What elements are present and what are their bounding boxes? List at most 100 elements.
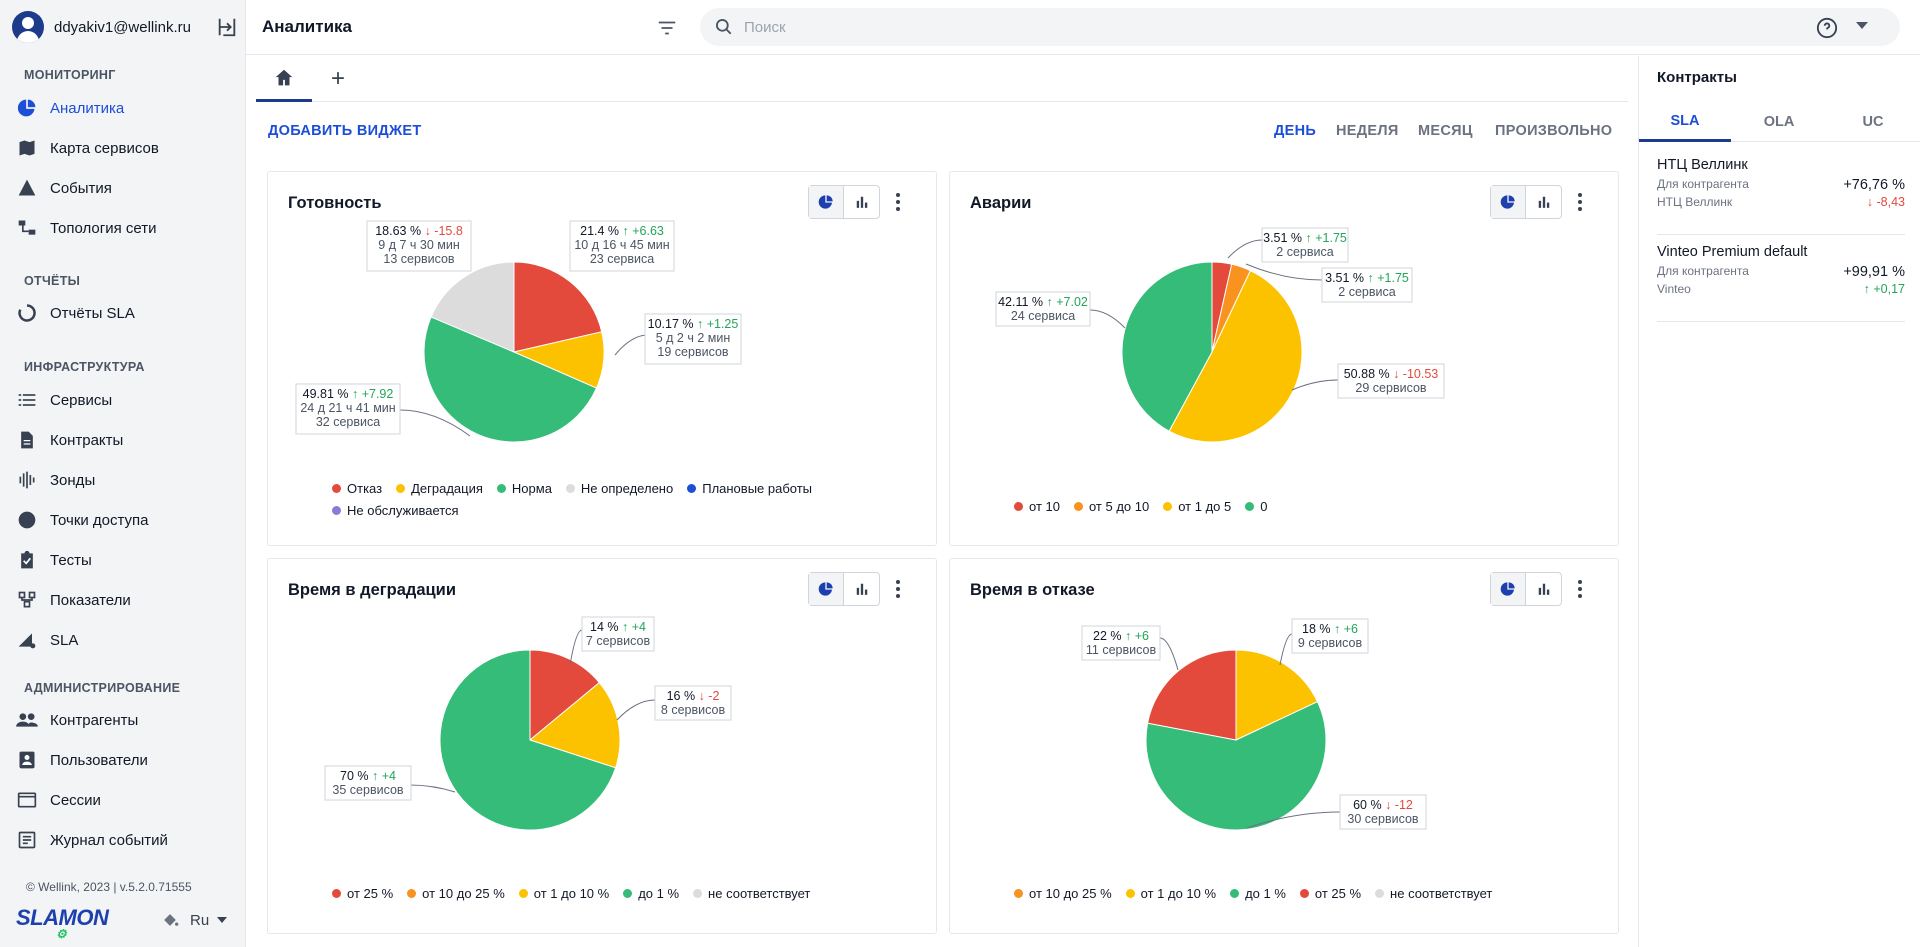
contract-name: Vinteo Premium default: [1657, 244, 1808, 260]
pie-slice[interactable]: [439, 649, 617, 831]
tab-home[interactable]: [256, 56, 312, 102]
sidebar-item[interactable]: Сессии: [16, 786, 238, 814]
period-option[interactable]: ДЕНЬ: [1274, 123, 1317, 139]
search-input[interactable]: [744, 18, 1744, 36]
avatar[interactable]: [12, 11, 44, 43]
pie-slice[interactable]: [529, 649, 601, 742]
sidebar-item[interactable]: Тесты: [16, 546, 238, 574]
sidebar-section-title: ИНФРАСТРУКТУРА: [24, 360, 145, 374]
legend-item[interactable]: от 25 %: [1299, 882, 1361, 904]
pie-slice[interactable]: [1145, 701, 1327, 831]
legend-item[interactable]: не соответствует: [1375, 882, 1492, 904]
legend-item[interactable]: Норма: [496, 477, 552, 499]
legend-item[interactable]: от 1 до 10 %: [518, 882, 609, 904]
pie-chart-icon[interactable]: [1491, 186, 1526, 218]
contract-delta: ↓ -8,43: [1867, 195, 1905, 209]
legend-swatch: [1245, 501, 1255, 511]
sidebar-item[interactable]: Точки доступа: [16, 506, 238, 534]
sidebar-item-label: События: [50, 179, 112, 197]
sidebar-item[interactable]: Топология сети: [16, 214, 238, 242]
sidebar-item[interactable]: Зонды: [16, 466, 238, 494]
top-bar: Аналитика: [246, 0, 1920, 55]
legend-item[interactable]: от 1 до 5: [1163, 495, 1231, 517]
pie-slice[interactable]: [430, 261, 515, 353]
tab-uc[interactable]: UC: [1862, 114, 1884, 130]
legend-item[interactable]: Деградация: [396, 477, 483, 499]
widget-title: Время в деградации: [288, 581, 456, 599]
chart-legend: от 25 % от 10 до 25 % от 1 до 10 % до 1 % не…: [332, 882, 852, 904]
sidebar-item[interactable]: Показатели: [16, 586, 238, 614]
pie-slice[interactable]: [513, 261, 603, 353]
pie-slice[interactable]: [1147, 649, 1237, 741]
legend-item[interactable]: от 1 до 10 %: [1125, 882, 1217, 904]
legend-swatch: [1299, 888, 1309, 898]
legend-item[interactable]: от 25 %: [332, 882, 393, 904]
pie-chart-icon[interactable]: [1491, 573, 1526, 605]
more-options-icon[interactable]: [1570, 572, 1590, 606]
legend-item[interactable]: от 5 до 10: [1073, 495, 1149, 517]
period-option[interactable]: ПРОИЗВОЛЬНО: [1495, 123, 1613, 139]
contract-item[interactable]: Vinteo Premium default Для контрагента Vin…: [1657, 238, 1905, 322]
bar-chart-icon[interactable]: [844, 573, 879, 605]
legend-label: Деградация: [411, 480, 483, 496]
help-icon[interactable]: [1816, 17, 1838, 39]
language-selector[interactable]: Ru: [160, 910, 228, 930]
legend-swatch: [1014, 501, 1023, 511]
pie-chart-icon[interactable]: [809, 573, 844, 605]
legend-item[interactable]: от 10 до 25 %: [1014, 882, 1112, 904]
bar-chart-icon[interactable]: [844, 186, 879, 218]
legend-item[interactable]: не соответствует: [693, 882, 810, 904]
legend-item[interactable]: от 10 до 25 %: [407, 882, 505, 904]
more-options-icon[interactable]: [888, 572, 908, 606]
legend-label: от 1 до 10 %: [1140, 885, 1217, 901]
sidebar-item[interactable]: Аналитика: [16, 94, 238, 122]
period-option[interactable]: НЕДЕЛЯ: [1336, 123, 1399, 139]
legend-item[interactable]: до 1 %: [1230, 882, 1286, 904]
legend-swatch: [1073, 501, 1083, 511]
sidebar-item-label: Контракты: [50, 431, 124, 449]
pie-slice[interactable]: [1168, 269, 1303, 443]
sidebar-item[interactable]: SLA: [16, 626, 238, 654]
bar-chart-icon[interactable]: [1526, 573, 1561, 605]
more-options-icon[interactable]: [888, 185, 908, 219]
pie-chart-icon[interactable]: [809, 186, 844, 218]
legend-item[interactable]: Плановые работы: [687, 477, 812, 499]
pie-slice[interactable]: [528, 681, 621, 769]
logout-icon[interactable]: [216, 16, 238, 38]
sidebar-item[interactable]: Журнал событий: [16, 826, 238, 854]
gear-logo-icon: ⚙: [56, 927, 67, 941]
sidebar-item-label: Журнал событий: [50, 831, 168, 849]
sidebar-item[interactable]: События: [16, 174, 238, 202]
sidebar-item[interactable]: Карта сервисов: [16, 134, 238, 162]
dashboard-tabs: +: [256, 56, 1628, 102]
legend-item[interactable]: Не обслуживается: [332, 499, 459, 521]
sidebar-item[interactable]: Отчёты SLA: [16, 299, 238, 327]
contract-item[interactable]: НТЦ Веллинк Для контрагента НТЦ Веллинк +76…: [1657, 151, 1905, 235]
pie-slice[interactable]: [1121, 261, 1213, 432]
filter-icon[interactable]: [656, 17, 678, 39]
legend-swatch: [1014, 888, 1023, 898]
search-bar[interactable]: [700, 8, 1900, 46]
legend-item[interactable]: 0: [1245, 495, 1267, 517]
tab-ola[interactable]: OLA: [1763, 114, 1795, 130]
user-profile[interactable]: ddyakiv1@wellink.ru: [12, 10, 238, 44]
tab-sla[interactable]: SLA: [1639, 102, 1731, 142]
more-options-icon[interactable]: [1570, 185, 1590, 219]
period-option[interactable]: МЕСЯЦ: [1418, 123, 1473, 139]
legend-swatch: [332, 483, 341, 493]
sidebar-item[interactable]: Контрагенты: [16, 706, 238, 734]
legend-swatch: [518, 888, 528, 898]
sidebar-item[interactable]: Пользователи: [16, 746, 238, 774]
bar-chart-icon[interactable]: [1526, 186, 1561, 218]
sidebar-item[interactable]: Контракты: [16, 426, 238, 454]
chevron-down-icon[interactable]: [1856, 22, 1868, 29]
legend-item[interactable]: Не определено: [565, 477, 673, 499]
legend-item[interactable]: до 1 %: [623, 882, 679, 904]
legend-item[interactable]: от 10: [1014, 495, 1060, 517]
legend-swatch: [565, 483, 575, 493]
chart-view-toggle: [808, 185, 880, 219]
add-widget-button[interactable]: ДОБАВИТЬ ВИДЖЕТ: [268, 123, 422, 139]
add-tab-button[interactable]: +: [318, 56, 358, 102]
legend-item[interactable]: Отказ: [332, 477, 382, 499]
sidebar-item[interactable]: Сервисы: [16, 386, 238, 414]
